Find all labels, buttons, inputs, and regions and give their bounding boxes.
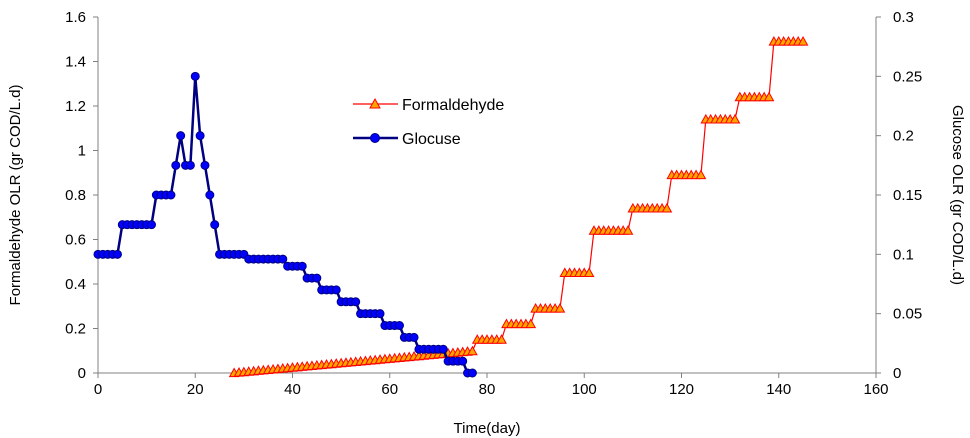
y-left-tick-label: 0.2: [65, 321, 86, 338]
data-point: [395, 322, 403, 330]
y-left-tick-label: 0: [78, 365, 86, 382]
x-tick-label: 80: [479, 381, 496, 398]
y-right-axis-title: Glucose OLR (gr COD/L.d): [949, 105, 966, 285]
x-tick-label: 40: [284, 381, 301, 398]
y-left-tick-label: 1.6: [65, 9, 86, 26]
data-point: [186, 161, 194, 169]
series-layer: [94, 37, 808, 377]
y-left-tick-label: 0.4: [65, 276, 86, 293]
data-point: [177, 132, 185, 140]
y-right-tick-label: 0.1: [893, 246, 914, 263]
x-tick-label: 0: [94, 381, 102, 398]
y-left-tick-label: 1: [78, 143, 86, 160]
data-point: [113, 250, 121, 258]
data-point: [376, 310, 384, 318]
data-point: [459, 357, 467, 365]
data-point: [211, 221, 219, 229]
data-point: [206, 191, 214, 199]
legend-item-formaldehyde: Formaldehyde: [353, 97, 504, 114]
y-left-tick-label: 1.2: [65, 98, 86, 115]
y-right-tick-label: 0: [893, 365, 901, 382]
data-point: [410, 333, 418, 341]
data-point: [352, 298, 360, 306]
data-point: [313, 274, 321, 282]
y-left-tick-label: 1.4: [65, 54, 86, 71]
legend-marker-circle: [371, 134, 380, 143]
legend-item-glocuse: Glocuse: [353, 131, 461, 148]
series-glocuse: [94, 72, 476, 377]
y-right-tick-label: 0.15: [893, 187, 922, 204]
y-right-tick-label: 0.25: [893, 68, 922, 85]
y-right-tick-label: 0.3: [893, 9, 914, 26]
data-point: [439, 345, 447, 353]
legend-label-glocuse: Glocuse: [402, 131, 461, 148]
x-tick-label: 100: [572, 381, 597, 398]
y-left-axis-title: Formaldehyde OLR (gr COD/L.d): [7, 85, 24, 306]
y-right-tick-label: 0.2: [893, 128, 914, 145]
x-tick-label: 120: [669, 381, 694, 398]
data-point: [167, 191, 175, 199]
x-axis-title: Time(day): [454, 420, 521, 437]
x-tick-label: 160: [863, 381, 888, 398]
y-right-tick-label: 0.05: [893, 306, 922, 323]
data-point: [172, 161, 180, 169]
x-tick-label: 140: [766, 381, 791, 398]
legend: Formaldehyde Glocuse: [353, 97, 504, 148]
data-point: [279, 255, 287, 263]
series-formaldehyde: [230, 37, 808, 377]
data-point: [147, 221, 155, 229]
x-tick-label: 20: [187, 381, 204, 398]
data-point: [332, 286, 340, 294]
data-point: [196, 132, 204, 140]
x-tick-label: 60: [381, 381, 398, 398]
legend-label-formaldehyde: Formaldehyde: [402, 97, 504, 114]
axes: [98, 17, 876, 373]
data-point: [468, 369, 476, 377]
y-left-tick-label: 0.8: [65, 187, 86, 204]
data-point: [201, 161, 209, 169]
data-point: [191, 72, 199, 80]
data-point: [298, 262, 306, 270]
y-left-tick-label: 0.6: [65, 232, 86, 249]
